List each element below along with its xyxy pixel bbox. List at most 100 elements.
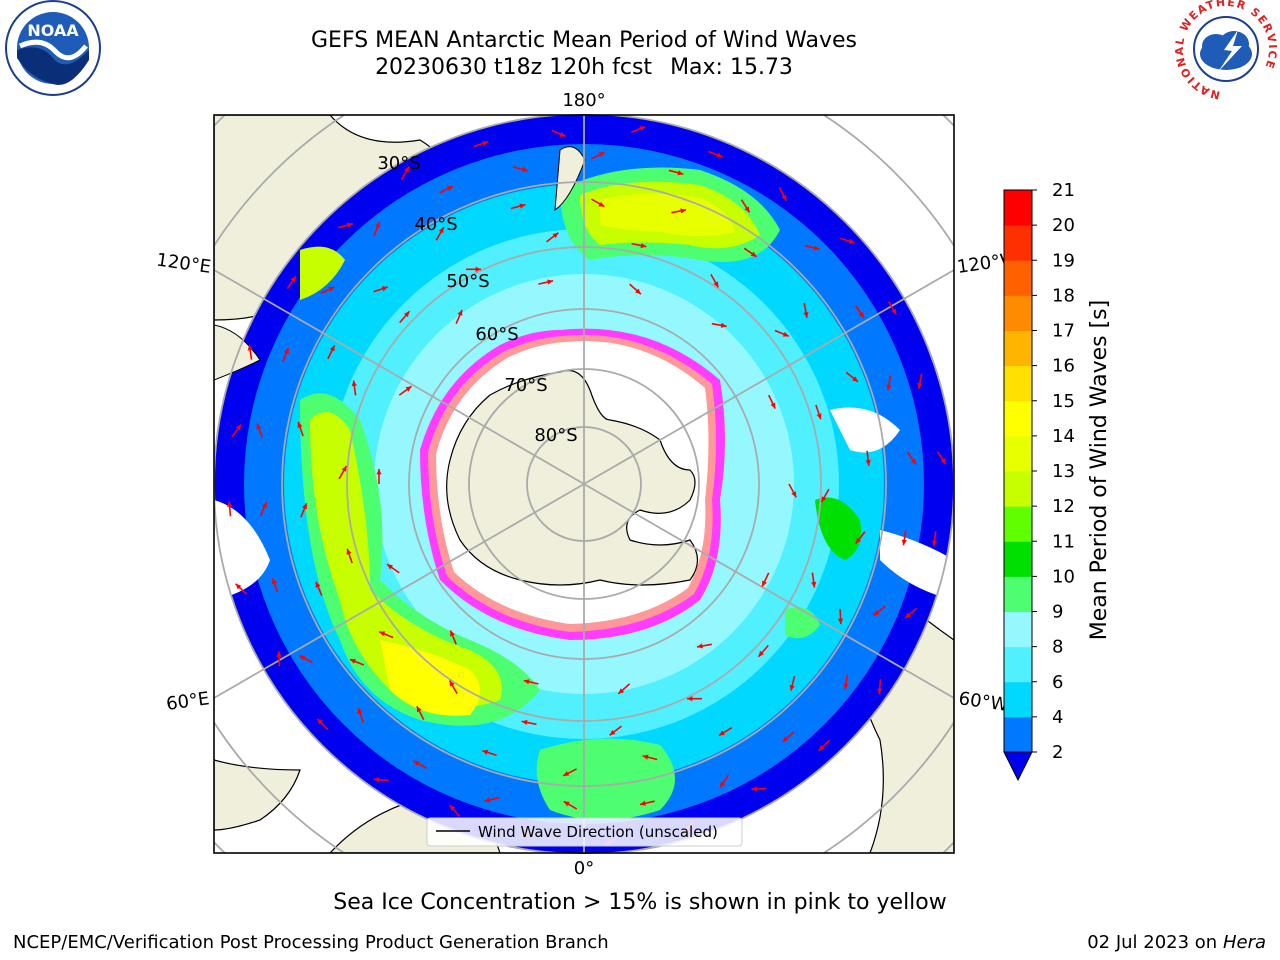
colorbar-tick-label: 2 [1052,742,1063,763]
colorbar-segment [1004,471,1032,507]
colorbar-segment [1004,365,1032,402]
wave-direction-arrowhead [821,496,827,503]
colorbar-tick-label: 11 [1052,531,1075,552]
colorbar-segment [1004,190,1032,226]
wave-direction-arrowhead [640,800,646,806]
lon-label-120e: 120°E [155,250,212,278]
wave-direction-arrowhead [877,688,883,695]
wave-direction-arrowhead [905,612,911,619]
wave-direction-arrowhead [276,651,282,657]
wave-direction-arrowhead [482,141,489,146]
colorbar-segment [1004,611,1032,648]
map-frame [213,114,955,854]
colorbar-tick-label: 9 [1052,602,1063,623]
colorbar-segment [1004,260,1032,296]
wave-direction-arrowhead [891,308,897,315]
wave-direction-arrowhead [751,786,757,792]
map-legend: Wind Wave Direction (unscaled) [426,817,743,847]
noaa-logo-text: NOAA [27,21,79,40]
colorbar-tick-label: 6 [1052,672,1063,693]
wave-direction-arrowhead [404,311,410,318]
wave-direction-arrowhead [227,501,233,507]
legend-label: Wind Wave Direction (unscaled) [478,823,718,841]
wave-direction-arrowhead [719,781,726,788]
wave-direction-arrowhead [917,382,923,389]
wave-direction-arrowhead [297,421,303,428]
wave-direction-arrowhead [523,679,530,685]
wave-direction-arrowhead [865,460,871,466]
lat-label-80s: 80°S [534,425,577,446]
colorbar-tick-label: 14 [1052,426,1075,447]
graticule [214,115,954,853]
wave-direction-arrowhead [719,730,725,736]
wave-direction-arrowhead [519,203,526,209]
wave-direction-arrowhead [563,801,570,807]
colorbar-segment [1004,716,1032,753]
wave-direction-arrowhead [811,581,817,588]
wave-direction-arrowhead [375,221,380,228]
colorbar-segment [1004,330,1032,367]
chart-title: GEFS MEAN Antarctic Mean Period of Wind … [311,28,857,53]
wave-direction-arrowhead [635,288,641,295]
lon-label-60e: 60°E [165,688,211,715]
wave-direction-arrowhead [873,610,880,616]
lon-label-60w: 60°W [957,688,1009,716]
wave-direction-arrowhead [791,491,797,498]
wave-direction-arrowhead [818,745,825,751]
wave-direction-arrowhead [750,251,757,257]
wave-direction-arrowhead [457,309,463,316]
wave-direction-arrowhead [713,281,719,288]
wave-direction-arrowhead [373,777,380,783]
wave-direction-arrowhead [855,537,861,544]
wave-direction-arrowhead [687,696,693,702]
wave-direction-arrowhead [618,688,625,694]
colorbar-under-arrow [1003,751,1033,782]
nws-logo: NATIONAL WEATHER SERVICE [1173,0,1278,100]
wave-direction-arrowhead [351,380,357,387]
wave-direction-arrowhead [261,502,267,509]
wave-direction-arrowhead [341,465,347,472]
colorbar-segment [1004,225,1032,261]
wave-direction-arrowhead [387,564,393,570]
lat-label-40s: 40°S [414,214,457,235]
lat-label-60s: 60°S [475,324,518,345]
wave-direction-arrowhead [284,348,289,354]
colorbar: 2 4 6 8 9 10 11 12 13 14 15 16 17 18 19 20 21 [1003,180,1075,782]
wave-direction-arrowhead [416,706,422,713]
wave-direction-arrowhead [256,423,262,430]
wave-direction-arrowhead [940,458,946,465]
run-info: 20230630 t18z 120h fcst [375,55,653,80]
lat-label-30s: 30°S [377,153,420,174]
wind-wave-arrows [227,126,947,847]
wave-direction-arrowhead [552,232,559,239]
wave-direction-arrowhead [317,718,323,725]
wave-direction-arrowhead [405,386,412,392]
wave-direction-arrowhead [852,376,858,382]
wave-direction-arrowhead [858,312,864,318]
wave-direction-arrowhead [328,286,335,292]
wave-direction-arrowhead [302,503,307,510]
colorbar-segment [1004,646,1032,683]
wave-direction-arrowhead [376,469,382,475]
wave-direction-arrowhead [837,618,844,625]
wave-direction-arrowhead [484,797,491,803]
colorbar-tick-label: 18 [1052,285,1075,306]
colorbar-segment [1004,400,1032,437]
wave-direction-arrowhead [677,170,684,176]
machine-name: Hera [1222,932,1266,953]
wave-direction-arrowhead [782,736,789,742]
wave-direction-arrowhead [347,222,353,228]
wave-direction-arrowhead [598,152,605,157]
wave-direction-arrowhead [781,194,787,201]
wave-direction-arrowhead [848,238,855,244]
colorbar-segment [1004,295,1032,331]
wave-direction-arrowhead [770,402,776,409]
wave-direction-arrowhead [803,312,809,318]
chart-subtitle: 20230630 t18z 120h fcst Max: 15.73 [0,54,1168,81]
wave-direction-arrowhead [446,186,453,191]
colorbar-tick-label: 13 [1052,461,1075,482]
wave-direction-arrowhead [413,761,420,766]
colorbar-tick-label: 4 [1052,707,1063,728]
colorbar-segment [1004,435,1032,472]
lat-label-50s: 50°S [446,271,489,292]
